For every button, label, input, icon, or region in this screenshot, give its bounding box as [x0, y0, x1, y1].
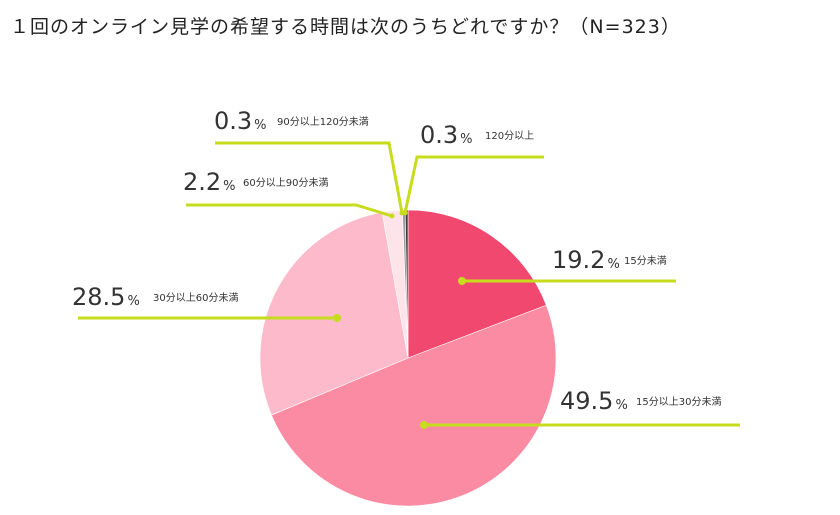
chart-title: １回のオンライン見学の希望する時間は次のうちどれですか？（N=323）	[10, 16, 681, 38]
slice-category-label: 15分以上30分未満	[636, 396, 721, 408]
slice-labels: 19.2% 15分未満 49.5% 15分以上30分未満 28.5% 30分以上60分未満…	[72, 107, 721, 415]
slice-category-label: 60分以上90分未満	[243, 177, 328, 189]
pie-slices	[259, 209, 557, 507]
leader-line	[215, 141, 404, 214]
leader-lines	[78, 141, 740, 429]
leader-line	[403, 155, 544, 214]
slice-category-label: 120分以上	[485, 130, 534, 142]
leader-line	[186, 203, 393, 218]
leader-dot	[389, 213, 395, 219]
slice-category-label: 15分未満	[624, 255, 667, 267]
slice-percent-label: 49.5%	[560, 387, 628, 415]
slice-percent-label: 19.2%	[552, 246, 620, 274]
slice-percent-label: 28.5%	[72, 283, 140, 311]
slice-category-label: 90分以上120分未満	[277, 116, 369, 128]
slice-category-label: 30分以上60分未満	[153, 292, 238, 304]
leader-dot	[420, 421, 428, 429]
leader-dot	[333, 314, 341, 322]
pie-slice	[407, 209, 547, 359]
slice-percent-label: 2.2%	[183, 168, 236, 196]
slice-percent-label: 0.3%	[214, 107, 267, 135]
leader-dot	[458, 277, 466, 285]
pie-slice	[259, 211, 409, 416]
leader-dot	[402, 210, 408, 216]
slice-percent-label: 0.3%	[420, 121, 473, 149]
pie-slice	[271, 304, 557, 507]
